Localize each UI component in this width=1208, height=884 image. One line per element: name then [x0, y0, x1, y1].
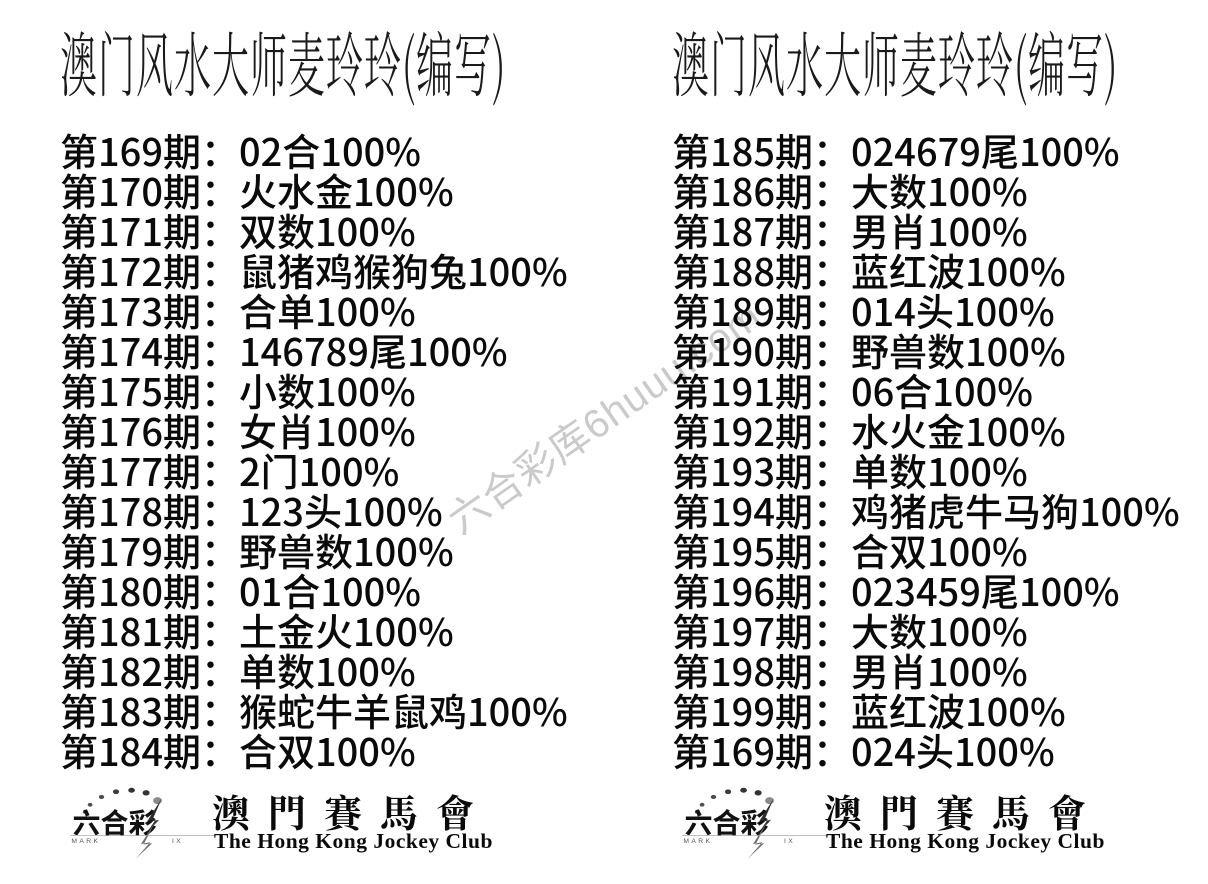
svg-text:六合彩: 六合彩 [72, 802, 156, 842]
svg-text:IX: IX [784, 838, 795, 845]
svg-text:MARK: MARK [71, 838, 100, 845]
svg-text:IX: IX [172, 838, 183, 845]
svg-text:MARK: MARK [683, 838, 712, 845]
svg-text:六合彩: 六合彩 [684, 802, 768, 842]
